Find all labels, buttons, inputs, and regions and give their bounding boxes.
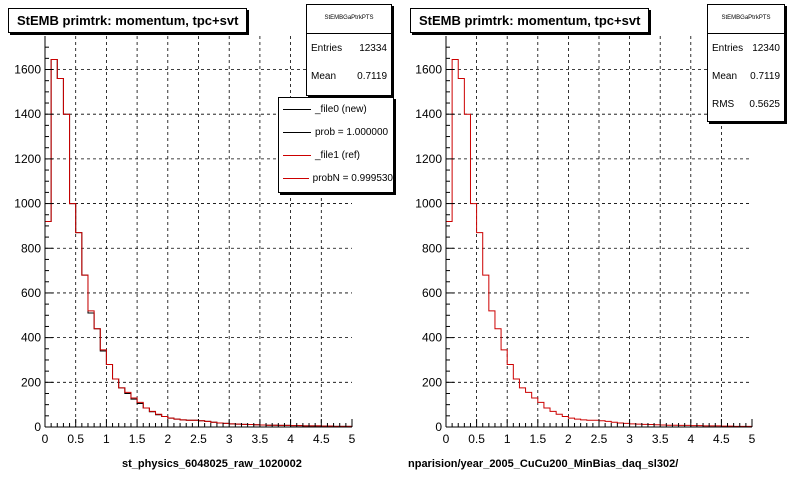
- histogram-series-line: [445, 58, 753, 427]
- y-tick-label: 1200: [415, 152, 442, 166]
- legend-label: prob = 1.000000: [315, 127, 389, 138]
- y-tick-label: 0: [34, 420, 41, 434]
- legend-entry-file1: _file1 (ref): [279, 144, 393, 167]
- y-tick-label: 1600: [14, 63, 41, 77]
- left-x-axis-title: st_physics_6048025_raw_1020002: [122, 458, 302, 470]
- x-tick-label: 4: [687, 432, 694, 446]
- left-stats-mean-label: Mean: [311, 70, 337, 82]
- y-tick-label: 600: [21, 286, 41, 300]
- y-tick-label: 200: [422, 375, 442, 389]
- y-tick-label: 800: [21, 241, 41, 255]
- legend-label: _file1 (ref): [315, 150, 361, 161]
- x-tick-label: 5: [749, 432, 756, 446]
- legend-entry-probn: probN = 0.999530: [279, 167, 393, 190]
- y-tick-label: 1200: [14, 152, 41, 166]
- y-tick-label: 1600: [415, 63, 442, 77]
- left-stats-entries-value: 12334: [359, 42, 387, 54]
- left-stats-mean-row: Mean 0.7119: [307, 62, 391, 90]
- x-tick-label: 0.5: [468, 432, 485, 446]
- right-stats-rms-label: RMS: [712, 98, 735, 110]
- x-tick-label: 0: [443, 432, 450, 446]
- left-plot-title: StEMB primtrk: momentum, tpc+svt: [8, 8, 248, 33]
- legend-line-black: [283, 132, 311, 133]
- x-tick-label: 2: [164, 432, 171, 446]
- y-tick-label: 1400: [14, 107, 41, 121]
- x-tick-label: 1: [504, 432, 511, 446]
- right-stats-entries-value: 12340: [752, 42, 780, 54]
- x-tick-label: 4.5: [313, 432, 330, 446]
- legend-entry-file0: _file0 (new): [279, 98, 393, 121]
- right-stats-mean-row: Mean 0.7119: [708, 62, 784, 90]
- x-tick-label: 2.5: [591, 432, 608, 446]
- right-stats-name: StEMBGaPtrkPTS: [708, 5, 784, 34]
- x-tick-label: 3: [226, 432, 233, 446]
- legend-line-red: [283, 178, 309, 179]
- right-plot-panel: 0 0.5 1 1.5 2 2.5 3 3.5 4 4.5 5 0 200 400 600 800 1000 12…: [400, 0, 800, 480]
- x-tick-label: 2.5: [190, 432, 207, 446]
- right-x-axis-title: nparision/year_2005_CuCu200_MinBias_daq_…: [408, 458, 679, 470]
- right-stats-rms-value: 0.5625: [749, 98, 780, 110]
- y-tick-label: 600: [422, 286, 442, 300]
- y-tick-label: 1400: [415, 107, 442, 121]
- right-plot-title-text: StEMB primtrk: momentum, tpc+svt: [419, 13, 641, 28]
- histogram-series-line: [44, 58, 353, 427]
- legend-label: _file0 (new): [315, 104, 367, 115]
- left-legend: _file0 (new) prob = 1.000000 _file1 (ref…: [278, 97, 394, 193]
- legend-label: probN = 0.999530: [312, 173, 393, 184]
- x-tick-label: 3.5: [652, 432, 669, 446]
- right-plot-title: StEMB primtrk: momentum, tpc+svt: [410, 8, 650, 33]
- right-histogram: 0 0.5 1 1.5 2 2.5 3 3.5 4 4.5 5 0 200 400 600 800 1000 12…: [415, 36, 756, 446]
- x-tick-label: 0.5: [67, 432, 84, 446]
- x-tick-label: 5: [349, 432, 356, 446]
- y-tick-label: 400: [21, 331, 41, 345]
- x-tick-label: 0: [42, 432, 49, 446]
- left-plot-panel: 0 0.5 1 1.5 2 2.5 3 3.5 4 4.5 5 0 200 400 600 800 1000 12…: [8, 4, 394, 470]
- legend-line-red: [283, 155, 311, 156]
- x-tick-label: 3: [626, 432, 633, 446]
- left-stats-name: StEMBGaPtrkPTS: [307, 5, 391, 34]
- y-tick-label: 800: [422, 241, 442, 255]
- left-stats-entries-label: Entries: [311, 42, 343, 54]
- left-stats-mean-value: 0.7119: [357, 70, 387, 82]
- legend-line-black: [283, 109, 311, 110]
- right-stats-box: StEMBGaPtrkPTS Entries 12340 Mean 0.7119…: [707, 4, 785, 122]
- x-tick-label: 4.5: [713, 432, 730, 446]
- y-tick-label: 400: [422, 331, 442, 345]
- y-tick-label: 200: [21, 375, 41, 389]
- y-tick-label: 1000: [14, 197, 41, 211]
- x-tick-label: 1.5: [529, 432, 546, 446]
- left-stats-box: StEMBGaPtrkPTS Entries 12334 Mean 0.7119: [306, 4, 392, 96]
- right-stats-mean-value: 0.7119: [750, 70, 780, 82]
- right-stats-entries-row: Entries 12340: [708, 34, 784, 62]
- x-tick-label: 4: [287, 432, 294, 446]
- legend-entry-prob: prob = 1.000000: [279, 121, 393, 144]
- x-tick-label: 2: [565, 432, 572, 446]
- right-stats-entries-label: Entries: [712, 42, 744, 54]
- x-tick-label: 3.5: [252, 432, 269, 446]
- right-stats-rms-row: RMS 0.5625: [708, 90, 784, 118]
- y-tick-label: 1000: [415, 197, 442, 211]
- x-tick-label: 1: [103, 432, 110, 446]
- left-stats-entries-row: Entries 12334: [307, 34, 391, 62]
- x-tick-label: 1.5: [129, 432, 146, 446]
- right-stats-mean-label: Mean: [712, 70, 738, 82]
- y-tick-label: 0: [435, 420, 442, 434]
- left-plot-title-text: StEMB primtrk: momentum, tpc+svt: [17, 13, 239, 28]
